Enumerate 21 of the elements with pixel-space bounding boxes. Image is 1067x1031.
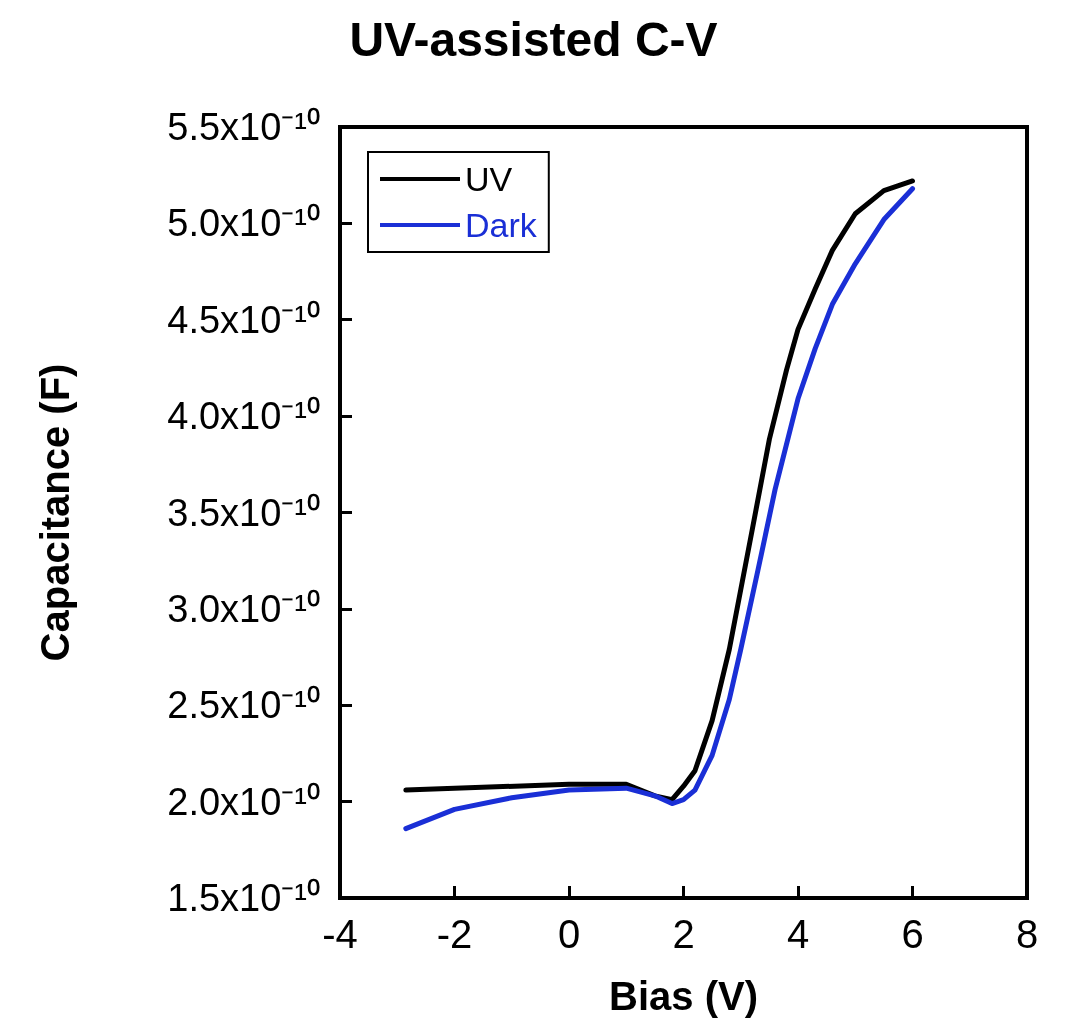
x-tick-label: -4 [322, 912, 358, 956]
x-tick-label: -2 [436, 912, 473, 956]
chart-title: UV-assisted C-V [349, 12, 718, 66]
x-tick-label: 0 [557, 912, 581, 956]
legend-label: UV [465, 160, 513, 198]
y-tick-label: 3.5x10⁻¹⁰ [167, 491, 320, 534]
legend-label: Dark [465, 206, 538, 244]
y-tick-label: 1.5x10⁻¹⁰ [167, 877, 320, 919]
y-tick-label: 2.5x10⁻¹⁰ [167, 684, 320, 727]
y-tick-label: 3.0x10⁻¹⁰ [167, 587, 320, 630]
x-tick-label: 4 [786, 912, 810, 956]
y-tick-label: 4.0x10⁻¹⁰ [167, 395, 320, 438]
y-axis-title: Capacitance (F) [33, 363, 77, 662]
x-tick-label: 6 [901, 912, 924, 956]
x-tick-label: 8 [1015, 912, 1039, 956]
y-tick-label: 5.5x10⁻¹⁰ [167, 106, 320, 148]
y-tick-label: 2.0x10⁻¹⁰ [167, 780, 320, 823]
x-tick-label: 2 [672, 912, 695, 956]
y-tick-label: 5.0x10⁻¹⁰ [167, 202, 320, 245]
x-axis-title: Bias (V) [609, 974, 758, 1018]
y-tick-label: 4.5x10⁻¹⁰ [167, 298, 320, 341]
